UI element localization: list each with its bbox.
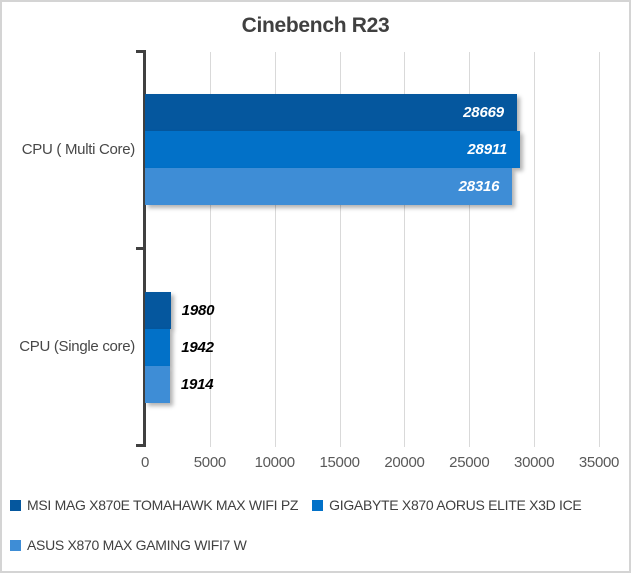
bar (145, 291, 171, 329)
legend-swatch (10, 499, 21, 511)
x-tick-label: 10000 (254, 454, 296, 471)
gridline (599, 52, 600, 447)
x-tick-label: 25000 (449, 454, 490, 471)
y-axis-tick (136, 50, 144, 53)
y-axis-tick (136, 247, 144, 250)
bar-value-label: 28316 (458, 178, 500, 195)
x-tick-label: 30000 (514, 454, 555, 471)
gridline (534, 52, 536, 447)
chart-title: Cinebench R23 (241, 14, 390, 37)
x-tick-label: 35000 (578, 454, 620, 471)
bar (145, 131, 521, 168)
bar (145, 365, 170, 403)
bar-value-label: 28669 (463, 104, 504, 121)
bar (145, 328, 171, 366)
gridline (209, 52, 211, 447)
bar-value-label: 28911 (467, 141, 508, 158)
bar-value-label: 1980 (181, 301, 215, 319)
bar-value-label: 1942 (181, 338, 214, 356)
gridline (469, 52, 471, 447)
legend-item: MSI MAG X870E TOMAHAWK MAX WIFI PZ (10, 496, 298, 514)
x-tick-label: 15000 (319, 454, 360, 471)
category-label: CPU (Single core) (19, 338, 135, 355)
bar (145, 94, 517, 131)
x-tick-label: 5000 (193, 454, 226, 471)
y-axis-tick (136, 444, 144, 447)
legend-item: GIGABYTE X870 AORUS ELITE X3D ICE (312, 496, 582, 514)
gridline (274, 52, 276, 447)
x-tick-label: 20000 (384, 454, 425, 471)
category-label: CPU ( Multi Core) (21, 140, 136, 158)
bar-value-label: 1914 (180, 375, 214, 393)
gridline (339, 52, 341, 447)
x-tick-label: 0 (140, 454, 150, 471)
legend-label: ASUS X870 MAX GAMING WIFI7 W (27, 537, 247, 553)
gridline (404, 52, 406, 447)
legend: MSI MAG X870E TOMAHAWK MAX WIFI PZ GIGABY… (10, 496, 622, 554)
bar (145, 168, 513, 205)
legend-swatch (312, 499, 324, 511)
y-axis-line (143, 50, 146, 447)
legend-label: GIGABYTE X870 AORUS ELITE X3D ICE (329, 497, 582, 513)
legend-label: MSI MAG X870E TOMAHAWK MAX WIFI PZ (27, 497, 299, 513)
legend-item: ASUS X870 MAX GAMING WIFI7 W (10, 536, 247, 554)
legend-swatch (10, 539, 21, 551)
